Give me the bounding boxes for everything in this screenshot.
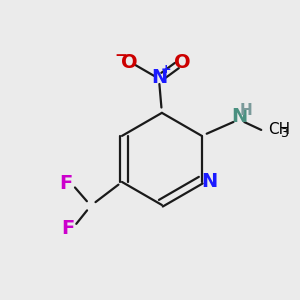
- Text: 3: 3: [280, 127, 288, 140]
- Text: CH: CH: [268, 122, 290, 137]
- Text: F: F: [59, 174, 73, 193]
- Text: H: H: [240, 103, 253, 118]
- Text: N: N: [201, 172, 217, 191]
- Text: O: O: [174, 53, 190, 72]
- Text: N: N: [151, 68, 167, 87]
- Text: −: −: [115, 48, 127, 63]
- Text: O: O: [121, 53, 137, 72]
- Text: F: F: [61, 218, 74, 238]
- Text: N: N: [231, 107, 247, 126]
- Text: +: +: [161, 63, 172, 76]
